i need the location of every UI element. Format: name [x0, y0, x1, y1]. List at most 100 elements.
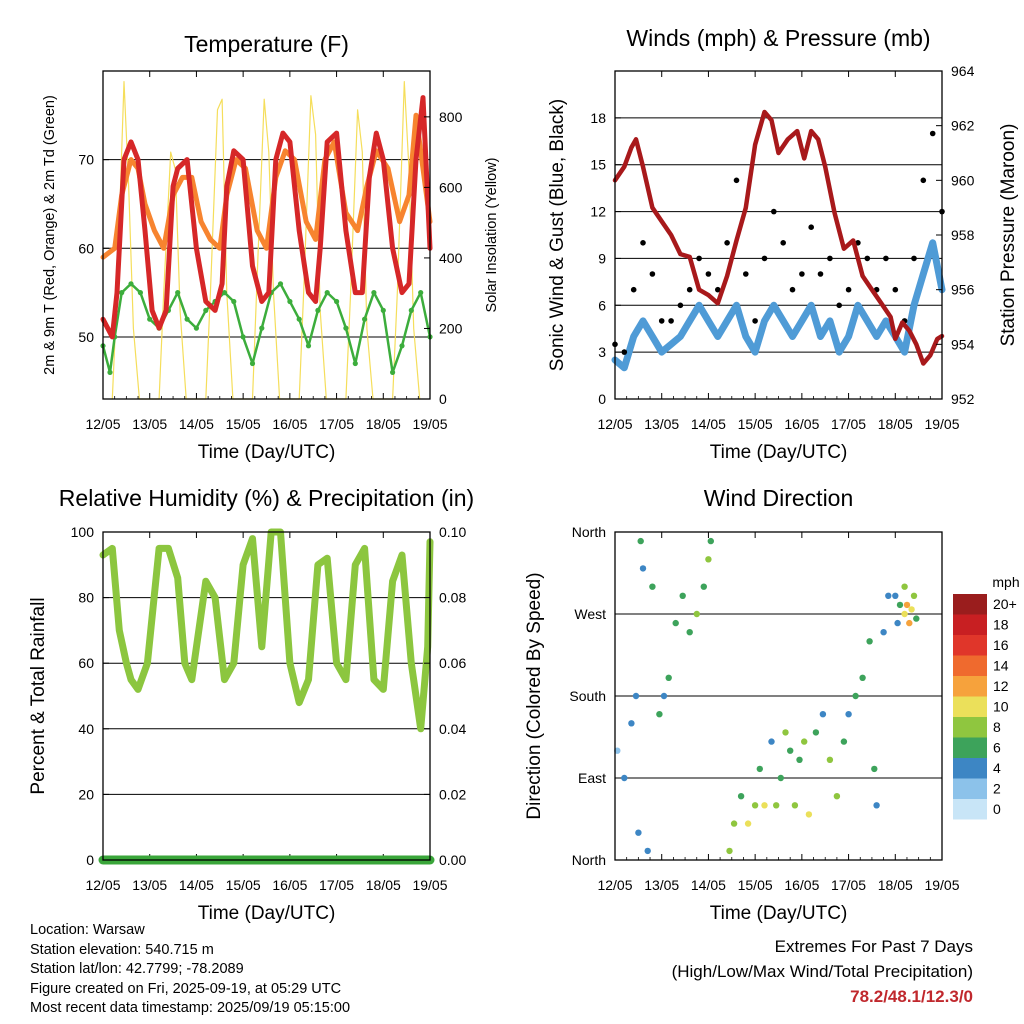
- legend-swatch: [953, 655, 987, 676]
- gust-point: [920, 177, 927, 184]
- wind-direction-point: [840, 738, 848, 745]
- x-tick-label: 19/05: [412, 877, 447, 893]
- wind-direction-point: [894, 619, 901, 627]
- gust-point: [705, 271, 712, 277]
- x-axis-label: Time (Day/UTC): [710, 903, 848, 924]
- panel-title: Relative Humidity (%) & Precipitation (i…: [59, 485, 474, 511]
- wind-direction-point: [686, 629, 693, 636]
- y-left-tick-label: 20: [78, 786, 94, 802]
- gust-point: [780, 240, 786, 246]
- wind-direction-point: [705, 556, 712, 563]
- station-info: Location: Warsaw Station elevation: 540.…: [30, 921, 350, 1019]
- legend-label: 16: [993, 637, 1009, 653]
- wind-direction-point: [787, 747, 794, 754]
- gust-point: [929, 130, 936, 137]
- x-tick-label: 17/05: [831, 416, 866, 432]
- temperature-9m-line: [100, 112, 433, 260]
- x-tick-label: 18/05: [878, 877, 913, 893]
- wind-direction-point: [812, 729, 820, 736]
- wind-direction-point: [707, 537, 714, 545]
- x-axis-label: Time (Day/UTC): [198, 442, 336, 463]
- relative-humidity-line: [99, 528, 434, 733]
- y-left-tick-label: North: [572, 852, 606, 868]
- wind-direction-point: [665, 674, 672, 681]
- gust-point: [724, 240, 730, 246]
- x-tick-label: 19/05: [924, 416, 959, 432]
- wind-direction-point: [866, 638, 873, 645]
- x-axis-label: Time (Day/UTC): [710, 442, 848, 463]
- y-left-tick-label: East: [578, 770, 606, 786]
- wind-direction-point: [910, 592, 918, 599]
- x-tick-label: 12/05: [85, 877, 120, 893]
- temperature-2m-line: [100, 95, 433, 340]
- legend-label: 4: [993, 760, 1001, 776]
- legend-label: 6: [993, 740, 1001, 756]
- legend-label: 18: [993, 617, 1009, 633]
- legend-swatch: [953, 696, 987, 717]
- y-left-tick-label: 80: [78, 590, 94, 606]
- x-tick-label: 18/05: [366, 416, 401, 432]
- wind-direction-point: [700, 583, 707, 590]
- panel-title: Wind Direction: [704, 485, 854, 511]
- gust-point: [817, 271, 824, 277]
- x-tick-label: 13/05: [132, 877, 167, 893]
- wind-direction-point: [819, 711, 827, 718]
- extremes-title: Extremes For Past 7 Days: [774, 937, 973, 956]
- gust-point: [743, 271, 749, 277]
- gust-point: [771, 208, 777, 215]
- y-right-tick-label: 0: [439, 391, 447, 407]
- x-tick-label: 12/05: [597, 416, 632, 432]
- gust-point: [799, 271, 805, 277]
- x-tick-label: 12/05: [597, 877, 632, 893]
- gust-point: [621, 349, 628, 355]
- x-tick-label: 17/05: [831, 877, 866, 893]
- wind-direction-point: [621, 774, 628, 782]
- legend-swatch: [953, 717, 987, 738]
- y-left-tick-label: 60: [78, 655, 94, 671]
- legend-swatch: [953, 799, 987, 820]
- wind-direction-point: [761, 802, 768, 809]
- x-tick-label: 16/05: [272, 416, 307, 432]
- wind-direction-point: [639, 565, 647, 572]
- y-right-tick-label: 600: [439, 179, 463, 195]
- gust-point: [733, 177, 740, 184]
- y-left-tick-label: 9: [598, 250, 606, 266]
- legend-label: 10: [993, 699, 1009, 715]
- y-right-tick-label: 0.04: [439, 721, 466, 737]
- y-right-tick-label: 958: [951, 227, 975, 243]
- y-right-tick-label: 0.06: [439, 655, 466, 671]
- gust-point: [808, 224, 814, 230]
- x-tick-label: 15/05: [226, 416, 261, 432]
- legend-label: 14: [993, 658, 1009, 674]
- legend-swatch: [953, 635, 987, 656]
- y-axis-right-label: Solar Insolation (Yellow): [484, 157, 500, 312]
- panel-title: Winds (mph) & Pressure (mb): [626, 25, 930, 51]
- gust-point: [845, 286, 852, 293]
- y-left-tick-label: 18: [590, 110, 606, 126]
- gust-point: [686, 286, 693, 293]
- gust-point: [911, 255, 917, 262]
- gust-point: [836, 302, 842, 309]
- gust-point: [640, 240, 646, 246]
- gust-point: [668, 318, 674, 324]
- extremes-value: 78.2/48.1/12.3/0: [850, 987, 973, 1006]
- latest-timestamp-text: Most recent data timestamp: 2025/09/19 0…: [30, 1000, 351, 1016]
- station-pressure-line: [612, 109, 945, 366]
- x-tick-label: 15/05: [738, 877, 773, 893]
- legend-swatch: [953, 758, 987, 779]
- wind-direction-point: [628, 720, 635, 727]
- y-left-tick-label: 0: [598, 391, 606, 407]
- wind-direction-point: [805, 811, 813, 818]
- y-right-tick-label: 964: [951, 63, 975, 79]
- y-left-tick-label: 40: [78, 721, 94, 737]
- legend-title: mph: [992, 574, 1019, 590]
- x-tick-label: 16/05: [272, 877, 307, 893]
- gust-point: [883, 255, 889, 262]
- gust-point: [761, 255, 768, 262]
- wind-direction-point: [768, 738, 775, 745]
- legend-swatch: [953, 737, 987, 758]
- legend-label: 12: [993, 678, 1009, 694]
- x-tick-label: 14/05: [691, 877, 726, 893]
- x-tick-label: 14/05: [691, 416, 726, 432]
- wind-direction-point: [901, 583, 908, 590]
